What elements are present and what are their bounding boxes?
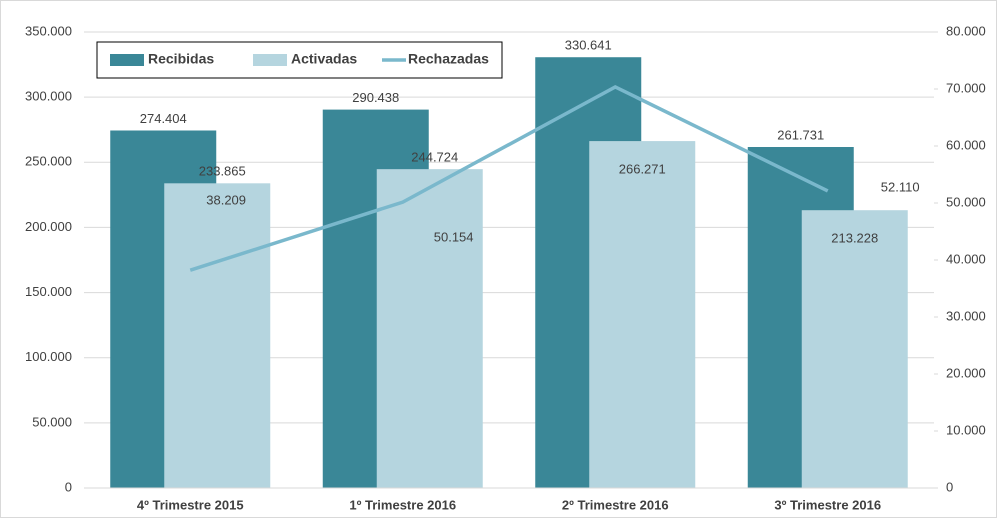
y-tick-label: 50.000 bbox=[32, 414, 72, 429]
y2-tick-label: 60.000 bbox=[946, 137, 986, 152]
legend-label: Activadas bbox=[291, 51, 357, 67]
data-label: 233.865 bbox=[199, 164, 246, 179]
legend-swatch bbox=[253, 54, 287, 66]
y-tick-label: 350.000 bbox=[25, 23, 72, 38]
y-tick-label: 250.000 bbox=[25, 154, 72, 169]
data-label: 50.154 bbox=[434, 230, 474, 245]
legend-label: Recibidas bbox=[148, 51, 214, 67]
data-label: 52.110 bbox=[881, 179, 920, 194]
y-tick-label: 100.000 bbox=[25, 349, 72, 364]
y-tick-label: 200.000 bbox=[25, 219, 72, 234]
y2-tick-label: 50.000 bbox=[946, 194, 986, 209]
data-label: 261.731 bbox=[777, 127, 824, 142]
y2-tick-label: 10.000 bbox=[946, 422, 986, 437]
y-tick-label: 300.000 bbox=[25, 89, 72, 104]
bar bbox=[376, 169, 483, 488]
x-tick-label: 3º Trimestre 2016 bbox=[774, 497, 881, 512]
bar bbox=[164, 183, 271, 488]
y-tick-label: 150.000 bbox=[25, 284, 72, 299]
data-label: 266.271 bbox=[619, 162, 666, 177]
y2-tick-label: 0 bbox=[946, 479, 953, 494]
data-label: 274.404 bbox=[140, 111, 187, 126]
bar bbox=[589, 141, 696, 489]
x-tick-label: 1º Trimestre 2016 bbox=[349, 497, 456, 512]
data-label: 38.209 bbox=[206, 193, 246, 208]
line bbox=[189, 84, 829, 272]
y2-tick-label: 80.000 bbox=[946, 23, 986, 38]
data-label: 213.228 bbox=[831, 231, 878, 246]
legend-box bbox=[96, 41, 503, 79]
y2-tick-label: 40.000 bbox=[946, 251, 986, 266]
data-label: 290.438 bbox=[352, 90, 399, 105]
y-tick-label: 0 bbox=[65, 479, 72, 494]
bar bbox=[801, 210, 908, 488]
y2-tick-label: 20.000 bbox=[946, 365, 986, 380]
data-label: 244.724 bbox=[411, 150, 458, 165]
data-label: 330.641 bbox=[565, 38, 612, 53]
legend-label: Rechazadas bbox=[408, 51, 489, 67]
y2-tick-label: 30.000 bbox=[946, 308, 986, 323]
legend-swatch bbox=[110, 54, 144, 66]
x-tick-label: 2º Trimestre 2016 bbox=[562, 497, 669, 512]
y2-tick-label: 70.000 bbox=[946, 80, 986, 95]
x-tick-label: 4º Trimestre 2015 bbox=[137, 497, 244, 512]
